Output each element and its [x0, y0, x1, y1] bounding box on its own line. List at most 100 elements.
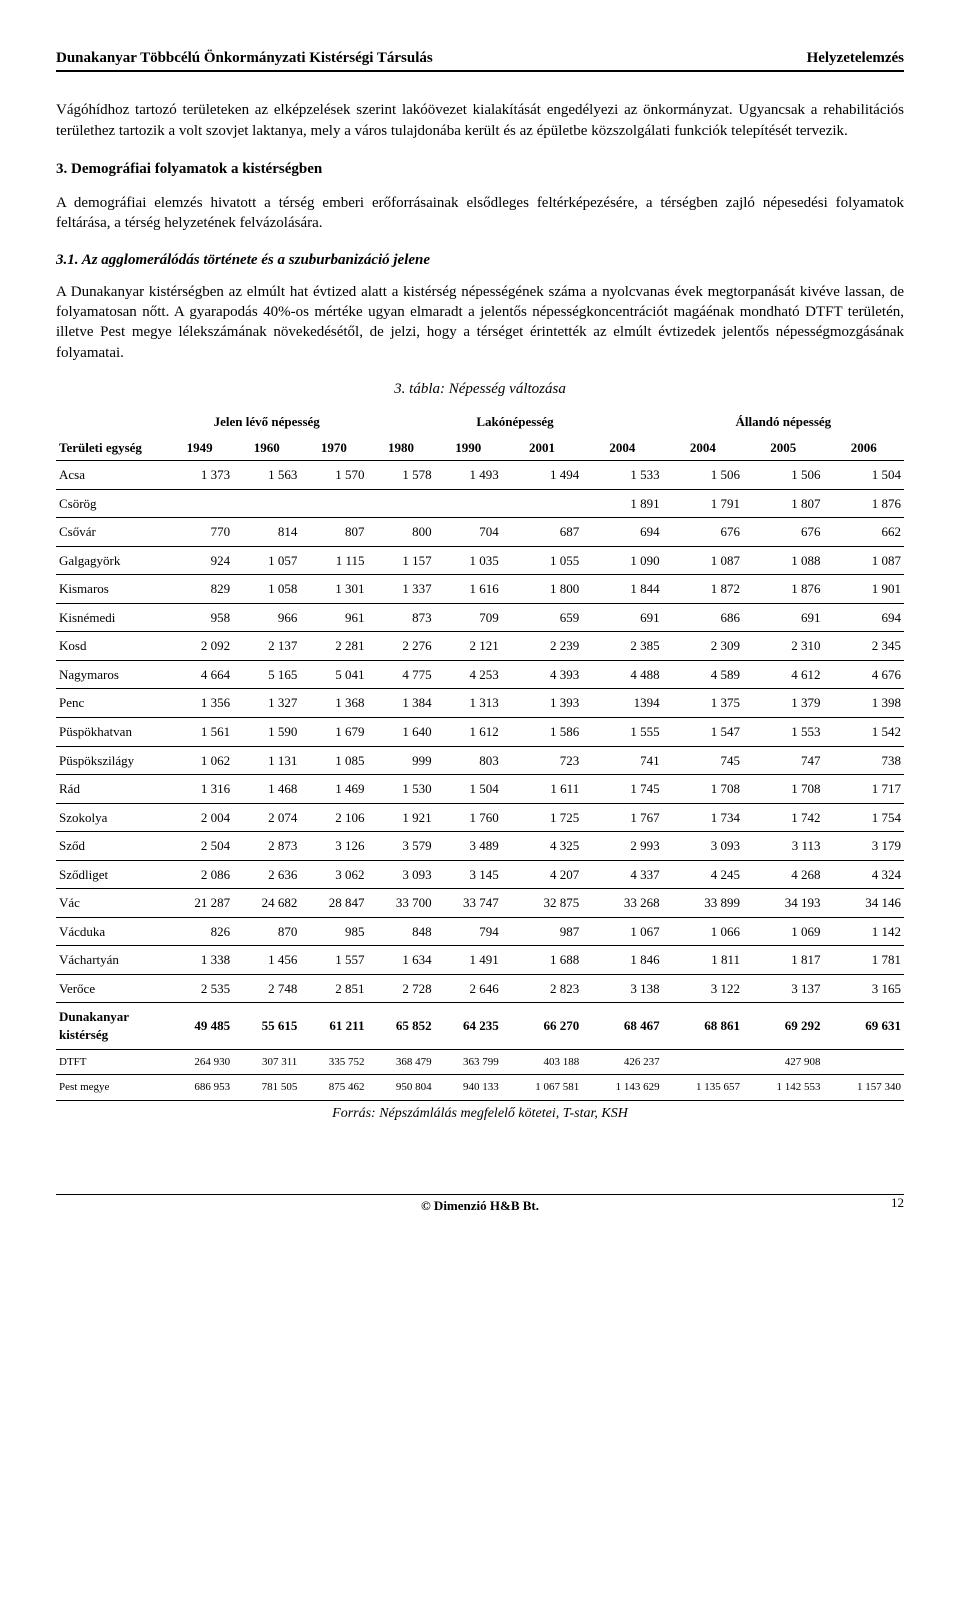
- table-cell: [233, 489, 300, 518]
- table-cell: 1 708: [663, 775, 743, 804]
- table-cell: [367, 489, 434, 518]
- table-cell: 1 142: [823, 917, 904, 946]
- table-cell: 2 106: [300, 803, 367, 832]
- table-cell: 741: [582, 746, 662, 775]
- table-cell: 1 069: [743, 917, 823, 946]
- table-cell: 2 309: [663, 632, 743, 661]
- table-cell: 1 301: [300, 575, 367, 604]
- column-year: 1949: [166, 435, 233, 461]
- table-row: DTFT264 930307 311335 752368 479363 7994…: [56, 1049, 904, 1075]
- column-year: 1960: [233, 435, 300, 461]
- row-name: Acsa: [56, 461, 166, 490]
- table-cell: 2 535: [166, 974, 233, 1003]
- table-cell: 662: [823, 518, 904, 547]
- table-cell: 694: [823, 603, 904, 632]
- paragraph-agglomeration: A Dunakanyar kistérségben az elmúlt hat …: [56, 282, 904, 363]
- page-footer: © Dimenzió H&B Bt. 12: [56, 1194, 904, 1215]
- table-cell: 2 281: [300, 632, 367, 661]
- sub-heading: 3.1. Az agglomerálódás története és a sz…: [56, 250, 904, 270]
- row-name: Csörög: [56, 489, 166, 518]
- table-row: Vác21 28724 68228 84733 70033 74732 8753…: [56, 889, 904, 918]
- table-cell: 1 557: [300, 946, 367, 975]
- table-cell: 1 456: [233, 946, 300, 975]
- table-row: Nagymaros4 6645 1655 0414 7754 2534 3934…: [56, 660, 904, 689]
- paragraph-intro: Vágóhídhoz tartozó területeken az elképz…: [56, 100, 904, 141]
- table-cell: 5 165: [233, 660, 300, 689]
- row-name: Nagymaros: [56, 660, 166, 689]
- table-cell: 4 268: [743, 860, 823, 889]
- table-cell: 1394: [582, 689, 662, 718]
- table-cell: 1 590: [233, 718, 300, 747]
- table-cell: 33 747: [435, 889, 502, 918]
- table-cell: 2 137: [233, 632, 300, 661]
- table-cell: 32 875: [502, 889, 582, 918]
- table-cell: 1 356: [166, 689, 233, 718]
- table-cell: 1 090: [582, 546, 662, 575]
- table-cell: 1 087: [663, 546, 743, 575]
- row-name: Galgagyörk: [56, 546, 166, 575]
- table-cell: 3 165: [823, 974, 904, 1003]
- column-year: 1980: [367, 435, 434, 461]
- table-cell: 426 237: [582, 1049, 662, 1075]
- table-row: Rád1 3161 4681 4691 5301 5041 6111 7451 …: [56, 775, 904, 804]
- table-cell: 826: [166, 917, 233, 946]
- table-cell: 1 327: [233, 689, 300, 718]
- table-cell: 2 121: [435, 632, 502, 661]
- table-cell: 2 748: [233, 974, 300, 1003]
- table-cell: 4 676: [823, 660, 904, 689]
- table-cell: [300, 489, 367, 518]
- table-cell: 1 506: [663, 461, 743, 490]
- table-cell: 3 138: [582, 974, 662, 1003]
- table-cell: 807: [300, 518, 367, 547]
- column-group-allando: Állandó népesség: [663, 409, 904, 435]
- table-cell: 870: [233, 917, 300, 946]
- row-name: Pest megye: [56, 1075, 166, 1101]
- table-cell: 3 489: [435, 832, 502, 861]
- table-cell: 686 953: [166, 1075, 233, 1101]
- table-cell: 1 679: [300, 718, 367, 747]
- table-cell: 4 589: [663, 660, 743, 689]
- table-cell: 68 467: [582, 1003, 662, 1049]
- population-table: Területi egység Jelen lévő népesség Lakó…: [56, 409, 904, 1101]
- table-cell: 4 337: [582, 860, 662, 889]
- row-name: Kisnémedi: [56, 603, 166, 632]
- paragraph-demographics: A demográfiai elemzés hivatott a térség …: [56, 193, 904, 234]
- table-cell: 1 800: [502, 575, 582, 604]
- table-cell: 363 799: [435, 1049, 502, 1075]
- table-cell: 1 555: [582, 718, 662, 747]
- table-cell: 1 035: [435, 546, 502, 575]
- table-row: Kosd2 0922 1372 2812 2762 1212 2392 3852…: [56, 632, 904, 661]
- table-cell: 2 086: [166, 860, 233, 889]
- section-heading: 3. Demográfiai folyamatok a kistérségben: [56, 159, 904, 179]
- table-cell: 427 908: [743, 1049, 823, 1075]
- table-cell: 368 479: [367, 1049, 434, 1075]
- table-cell: 2 851: [300, 974, 367, 1003]
- table-cell: 2 345: [823, 632, 904, 661]
- table-cell: 999: [367, 746, 434, 775]
- table-cell: 61 211: [300, 1003, 367, 1049]
- table-cell: 1 611: [502, 775, 582, 804]
- table-cell: 2 092: [166, 632, 233, 661]
- table-row: Sződ2 5042 8733 1263 5793 4894 3252 9933…: [56, 832, 904, 861]
- column-year: 2005: [743, 435, 823, 461]
- header-right: Helyzetelemzés: [807, 48, 904, 68]
- column-year: 2004: [582, 435, 662, 461]
- table-cell: 1 760: [435, 803, 502, 832]
- table-cell: 686: [663, 603, 743, 632]
- table-cell: 1 491: [435, 946, 502, 975]
- table-cell: 3 093: [367, 860, 434, 889]
- table-cell: 3 093: [663, 832, 743, 861]
- table-cell: 33 700: [367, 889, 434, 918]
- page-header: Dunakanyar Többcélú Önkormányzati Kistér…: [56, 48, 904, 72]
- table-cell: 69 292: [743, 1003, 823, 1049]
- table-source: Forrás: Népszámlálás megfelelő kötetei, …: [56, 1105, 904, 1124]
- row-name: Sződliget: [56, 860, 166, 889]
- table-cell: 4 245: [663, 860, 743, 889]
- row-name: Váchartyán: [56, 946, 166, 975]
- table-cell: 24 682: [233, 889, 300, 918]
- footer-page-number: 12: [891, 1194, 904, 1212]
- table-cell: 307 311: [233, 1049, 300, 1075]
- table-cell: [502, 489, 582, 518]
- header-left: Dunakanyar Többcélú Önkormányzati Kistér…: [56, 48, 433, 68]
- table-cell: 3 579: [367, 832, 434, 861]
